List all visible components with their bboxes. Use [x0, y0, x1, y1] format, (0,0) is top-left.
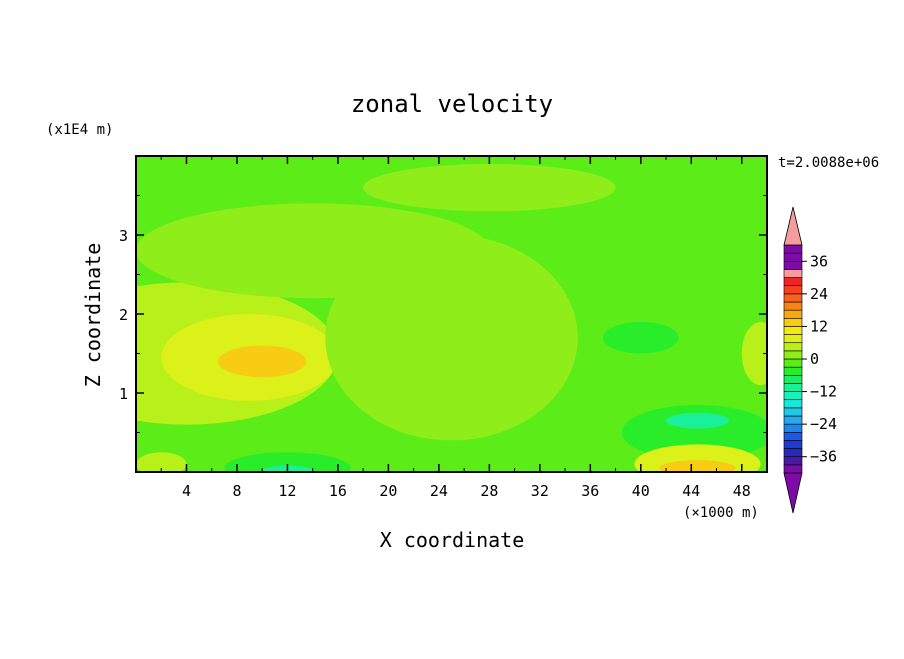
x-tick-label: 40: [632, 482, 650, 500]
contour-region: [136, 452, 187, 472]
colorbar-min-arrow: [783, 472, 803, 514]
contour-region: [224, 452, 351, 472]
colorbar-cell: [783, 456, 803, 466]
x-tick-label: 32: [531, 482, 549, 500]
colorbar-cell: [783, 366, 803, 376]
contour-region: [363, 163, 616, 212]
y-axis-label: Z coordinate: [81, 243, 105, 388]
chart-title: zonal velocity: [351, 90, 553, 118]
colorbar-cell: [783, 342, 803, 352]
colorbar-tick-label: −12: [810, 383, 837, 401]
colorbar-cell: [783, 383, 803, 392]
colorbar-cell: [783, 260, 803, 270]
colorbar-cell: [783, 317, 803, 327]
colorbar-cell: [783, 374, 803, 384]
colorbar-cell: [783, 301, 803, 311]
colorbar-cell: [783, 293, 803, 303]
colorbar-cell: [783, 309, 803, 319]
colorbar-tick-label: 36: [810, 252, 828, 270]
x-tick-label: 16: [329, 482, 347, 500]
x-axis-label: X coordinate: [380, 528, 525, 552]
colorbar-tick-label: 24: [810, 285, 828, 303]
colorbar-cell: [783, 269, 803, 278]
colorbar-tick-label: −36: [810, 448, 837, 466]
colorbar-cell: [783, 407, 803, 417]
colorbar-cell: [783, 244, 803, 254]
contour-region: [621, 404, 767, 461]
x-tick-label: 28: [480, 482, 498, 500]
x-unit-label: (×1000 m): [683, 505, 759, 521]
contour-field: [136, 156, 767, 472]
colorbar-cell: [783, 285, 803, 295]
colorbar-tick-label: 0: [810, 350, 819, 368]
x-tick-label: 48: [733, 482, 751, 500]
x-tick-label: 12: [278, 482, 296, 500]
x-ticks: 4 8 12 16 20 24 28 32 36 40 44 48: [160, 156, 751, 500]
colorbar-cell: [783, 252, 803, 262]
x-tick-label: 36: [581, 482, 599, 500]
colorbar-cell: [783, 423, 803, 433]
contour-region: [741, 321, 767, 386]
x-tick-label: 44: [682, 482, 700, 500]
contour-region: [666, 412, 730, 429]
colorbar-cell: [783, 431, 803, 441]
x-tick-label: 24: [430, 482, 448, 500]
x-tick-label: 4: [182, 482, 191, 500]
plot-area: 4 8 12 16 20 24 28 32 36 40 44 48 123: [119, 155, 768, 500]
colorbar-tick-label: 12: [810, 317, 828, 335]
contour-region: [325, 235, 578, 441]
colorbar-cell: [783, 326, 803, 335]
colorbar-cell: [783, 277, 803, 287]
y-tick-label: 3: [119, 227, 128, 245]
colorbar-cell: [783, 334, 803, 344]
colorbar: 36 24 12 0 −12 −24 −36: [783, 206, 837, 514]
colorbar-cell: [783, 464, 803, 474]
contour-region: [659, 460, 736, 472]
colorbar-max-arrow: [783, 206, 803, 246]
x-tick-label: 8: [232, 482, 241, 500]
y-tick-label: 2: [119, 306, 128, 324]
y-unit-label: (x1E4 m): [46, 122, 113, 138]
y-ticks: 1 2 3: [119, 195, 767, 433]
colorbar-cell: [783, 440, 803, 449]
colorbar-cell: [783, 350, 803, 360]
colorbar-cell: [783, 448, 803, 458]
colorbar-tick-label: −24: [810, 415, 837, 433]
contour-region: [602, 321, 679, 354]
colorbar-cell: [783, 391, 803, 401]
y-tick-label: 1: [119, 385, 128, 403]
colorbar-cell: [783, 358, 803, 368]
colorbar-cell: [783, 415, 803, 425]
colorbar-cell: [783, 399, 803, 409]
contour-region: [218, 345, 307, 378]
x-tick-label: 20: [379, 482, 397, 500]
time-label: t=2.0088e+06: [778, 155, 879, 171]
